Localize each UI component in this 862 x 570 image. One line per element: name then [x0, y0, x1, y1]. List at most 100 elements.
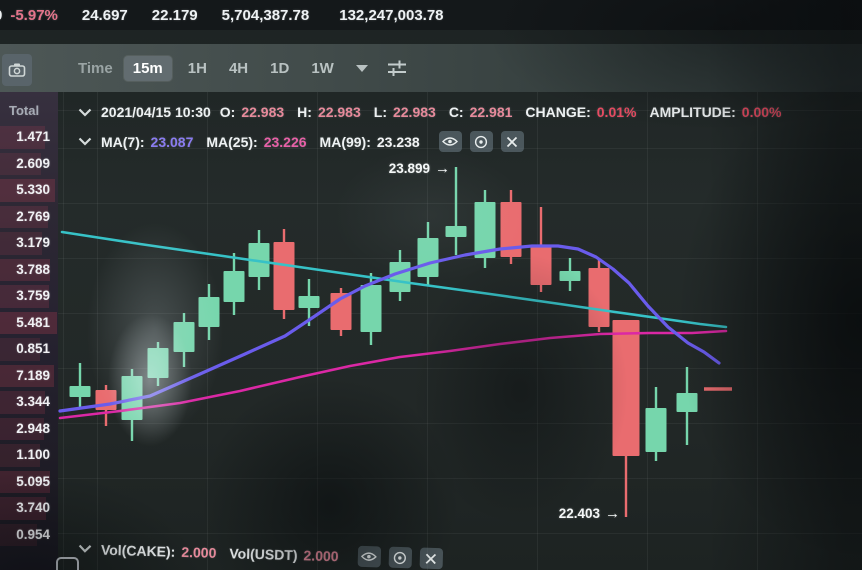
orderbook-row[interactable]: 3.788	[0, 257, 58, 284]
orderbook-row[interactable]: 2.948	[0, 416, 58, 443]
orderbook-row[interactable]: 7.189	[0, 363, 58, 390]
eye-icon	[442, 137, 459, 146]
orderbook-row[interactable]: 3.740	[0, 495, 58, 522]
field-value: 2.000	[303, 546, 339, 564]
target-button[interactable]	[388, 546, 412, 569]
orderbook-panel: Total 1.471 2.609 5.330 2.769 3.179 3.788 3.75…	[0, 92, 58, 570]
stat-field: C: 22.981	[449, 104, 513, 120]
target-button[interactable]	[469, 131, 493, 152]
stat-field: L: 22.983	[374, 104, 436, 120]
price-annotation: 22.403 →	[500, 506, 620, 521]
target-icon	[475, 135, 488, 148]
ma-row: MA(7): 23.087 MA(25): 23.226 MA(99): 23.238	[78, 131, 524, 152]
orderbook-rows: 1.471 2.609 5.330 2.769 3.179 3.788 3.759 5.481…	[0, 124, 58, 548]
orderbook-total: 5.095	[16, 473, 50, 489]
orderbook-header: Total	[9, 103, 40, 118]
field-value: 2.000	[181, 543, 217, 561]
orderbook-row[interactable]: 2.609	[0, 151, 58, 178]
field-label: MA(25):	[206, 133, 258, 150]
close-button[interactable]	[419, 547, 443, 570]
orderbook-row[interactable]: 3.344	[0, 389, 58, 416]
indicator-settings-icon[interactable]	[386, 58, 408, 78]
stat-field: MA(99): 23.238	[320, 134, 420, 150]
camera-button[interactable]	[2, 54, 32, 86]
eye-icon	[361, 552, 378, 561]
orderbook-row[interactable]: 5.095	[0, 469, 58, 496]
chart-grid	[58, 92, 862, 570]
clipped-toolbar-button[interactable]	[56, 557, 79, 570]
ma-controls	[437, 131, 524, 152]
field-value: 22.983	[241, 104, 285, 120]
field-value: 23.238	[376, 133, 420, 150]
stat-field: Vol(USDT) 2.000	[229, 545, 339, 564]
eye-button[interactable]	[438, 131, 462, 152]
stat-field: MA(7): 23.087	[101, 134, 193, 150]
field-label: MA(99):	[319, 133, 371, 150]
orderbook-total: 3.759	[16, 288, 50, 303]
price-annotation: 23.899 →	[330, 161, 450, 176]
high-24h: 24.697	[81, 6, 128, 24]
volume-base: 5,704,387.78	[221, 6, 310, 24]
field-value: 22.983	[392, 104, 436, 120]
collapse-chevron-icon[interactable]	[78, 108, 92, 117]
field-value: 23.087	[150, 133, 194, 150]
orderbook-total: 7.189	[16, 367, 50, 383]
close-button[interactable]	[500, 131, 524, 152]
annotation-price: 22.403	[558, 506, 600, 521]
orderbook-row[interactable]: 5.330	[0, 177, 58, 204]
clipped-price-digit: 0	[0, 7, 2, 24]
field-label: H:	[297, 104, 312, 120]
field-label: C:	[448, 104, 464, 120]
orderbook-total: 3.740	[16, 500, 50, 515]
orderbook-row[interactable]: 1.471	[0, 124, 58, 151]
camera-icon	[8, 63, 26, 77]
orderbook-total: 1.471	[16, 129, 50, 144]
orderbook-total: 2.948	[16, 420, 50, 436]
interval-1d[interactable]: 1D	[270, 59, 290, 77]
ma-fields: MA(7): 23.087 MA(25): 23.226 MA(99): 23.238	[101, 134, 420, 150]
stat-field: AMPLITUDE: 0.00%	[649, 104, 781, 120]
orderbook-total: 0.851	[16, 341, 50, 356]
stat-field: H: 22.983	[297, 104, 361, 120]
change-percent: -5.97%	[10, 6, 58, 24]
stat-field: O: 22.983	[220, 104, 284, 120]
arrow-right-icon: →	[605, 505, 620, 522]
interval-1h[interactable]: 1H	[187, 59, 207, 77]
orderbook-row[interactable]: 0.851	[0, 336, 58, 363]
orderbook-row[interactable]: 3.179	[0, 230, 58, 257]
field-label: Vol(USDT)	[229, 544, 298, 563]
field-value: 22.983	[317, 104, 361, 120]
field-value: 23.226	[263, 133, 307, 150]
interval-4h[interactable]: 4H	[228, 59, 249, 77]
collapse-chevron-icon[interactable]	[78, 137, 92, 146]
orderbook-total: 3.344	[16, 394, 50, 409]
field-value: 0.01%	[596, 104, 637, 120]
field-value: 22.981	[469, 104, 513, 120]
field-label: L:	[373, 104, 387, 120]
eye-button[interactable]	[357, 545, 381, 568]
orderbook-row[interactable]: 2.769	[0, 204, 58, 231]
target-icon	[393, 551, 407, 564]
low-24h: 22.179	[151, 6, 198, 24]
ticker-stats-bar: 0 -5.97% 24.697 22.179 5,704,387.78 132,…	[0, 0, 862, 30]
orderbook-total: 3.788	[16, 261, 50, 277]
orderbook-row[interactable]: 3.759	[0, 283, 58, 310]
time-label: Time	[78, 59, 113, 77]
field-value: 0.00%	[741, 104, 782, 120]
volume-quote: 132,247,003.78	[339, 6, 444, 24]
interval-1w[interactable]: 1W	[311, 59, 334, 77]
orderbook-total: 2.609	[16, 155, 50, 171]
collapse-chevron-icon[interactable]	[78, 544, 92, 553]
field-label: AMPLITUDE:	[649, 104, 736, 120]
vol-controls	[355, 545, 443, 570]
orderbook-row[interactable]: 0.954	[0, 522, 58, 549]
orderbook-total: 2.769	[16, 208, 50, 224]
annotation-price: 23.899	[388, 161, 430, 176]
chart-toolbar: Time 15m 1H 4H 1D 1W	[0, 44, 862, 92]
caret-down-icon[interactable]	[355, 64, 368, 72]
interval-15m[interactable]: 15m	[123, 55, 172, 81]
orderbook-row[interactable]: 1.100	[0, 442, 58, 469]
field-label: Vol(CAKE):	[100, 541, 176, 560]
orderbook-row[interactable]: 5.481	[0, 310, 58, 337]
